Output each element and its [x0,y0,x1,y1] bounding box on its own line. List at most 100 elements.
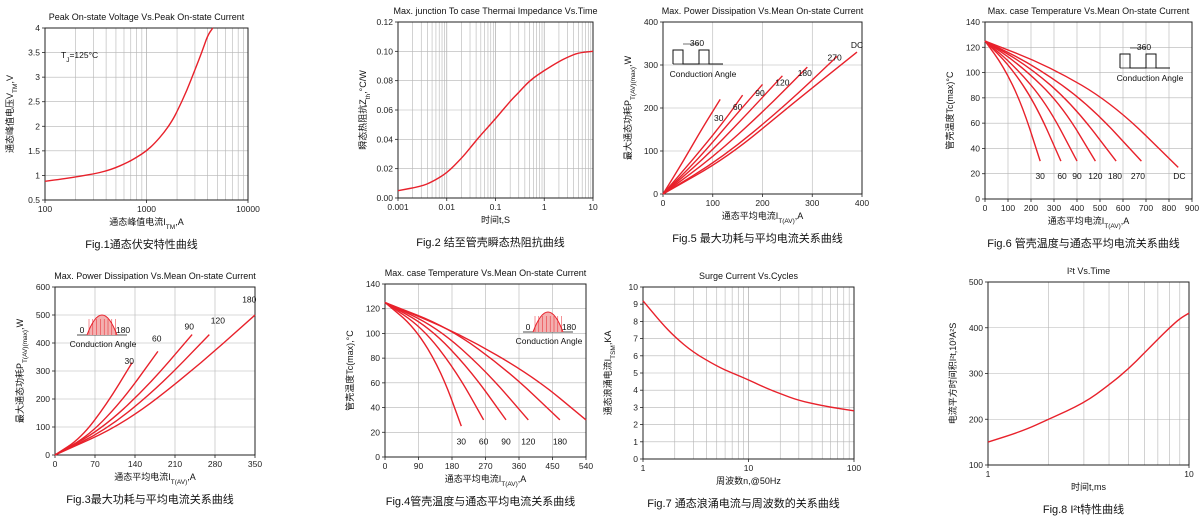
chart-title: Peak On-state Voltage Vs.Peak On-state C… [49,12,245,22]
y-tick-label: 300 [969,369,983,379]
x-tick-label: 500 [1093,203,1107,213]
y-tick-label: 20 [971,169,981,179]
series-group: 30 60 90 120 180 270 DC [984,40,1185,181]
y-tick-label: 100 [36,422,50,432]
x-tick-label: 70 [90,459,100,469]
conduction-angle-inset: 0 180 Conduction Angle [516,311,583,346]
x-tick-label: 270 [478,461,492,471]
angle-360-label: 360 [690,38,704,48]
x-tick-label: 540 [579,461,593,471]
figure-caption: Fig.4管壳温度与通态平均电流关系曲线 [386,494,575,508]
x-tick-label: 0 [53,459,58,469]
series-line-120 [984,40,1096,162]
y-tick-label: 120 [966,42,980,52]
y-tick-label: 400 [644,17,658,27]
x-tick-label: 100 [1001,203,1015,213]
series-line-60 [984,40,1062,162]
series-line-DC [984,40,1179,168]
y-tick-label: 40 [371,403,381,413]
y-tick-label: 6 [633,351,638,361]
x-tick-label: 0.001 [387,202,409,212]
angle-180-label: 180 [562,322,576,332]
y-tick-label: 0.08 [376,76,393,86]
series-label-120: 120 [521,437,535,447]
y-tick-label: 3.5 [28,48,40,58]
x-tick-label: 200 [1024,203,1038,213]
chart-title: Max. case Temperature Vs.Mean On-state C… [385,268,587,278]
y-axis-label: 电流平方时间积I²t,10³A²S [947,323,958,425]
angle-0-label: 0 [80,325,85,335]
x-tick-label: 10000 [236,204,260,214]
gridlines [663,22,862,194]
series-label-60: 60 [152,334,162,344]
x-tick-label: 10 [588,202,598,212]
x-axis-label: 通态平均电流IT(AV),A [445,473,527,488]
chart-fig6: 0 100 200 300 400 500 600 700 800 900 0 20 40 60 80 100… [944,6,1199,250]
series-label-270: 270 [1131,171,1145,181]
y-tick-label: 100 [644,146,658,156]
y-tick-label: 0.5 [28,195,40,205]
gridlines [385,284,586,457]
series-line-180 [662,66,808,195]
y-tick-label: 1.5 [28,146,40,156]
y-tick-label: 9 [633,299,638,309]
series-label-180: 180 [1108,171,1122,181]
x-tick-label: 300 [1047,203,1061,213]
y-tick-label: 0.06 [376,105,393,115]
x-tick-label: 180 [445,461,459,471]
gridlines [45,28,248,200]
conduction-angle-label: Conduction Angle [70,339,137,349]
series-group [44,27,214,182]
y-tick-label: 7 [633,334,638,344]
series-label-30: 30 [457,437,467,447]
y-tick-label: 100 [966,68,980,78]
y-tick-label: 0.00 [376,193,393,203]
series-label-60: 60 [479,437,489,447]
chart-fig5: 0 100 200 300 400 0 100 200 300 400 Max. Power Dis… [622,6,869,245]
x-tick-label: 10 [744,463,754,473]
series-label-90: 90 [755,88,765,98]
angle-180-label: 180 [116,325,130,335]
series-label-60: 60 [733,102,743,112]
x-tick-label: 0 [983,203,988,213]
plot-frame [984,21,1193,200]
x-tick-label: 280 [208,459,222,469]
y-axis-label: 瞬态热阻抗Zth,°C/W [357,70,372,150]
conduction-angle-inset: 0 180 Conduction Angle [70,314,137,349]
y-axis-label: 最大通态功耗PT(AV)(max),W [622,55,637,160]
series-label-30: 30 [125,356,135,366]
y-tick-label: 80 [971,93,981,103]
x-tick-label: 200 [755,198,769,208]
chart-fig4: 0 90 180 270 360 450 540 0 20 40 60 80 100 120 140 Max.… [344,268,593,508]
y-tick-label: 60 [971,118,981,128]
series-label-90: 90 [185,322,195,332]
y-axis-label: 最大通态功耗PT(AV)(max),W [14,318,29,423]
y-tick-label: 0.02 [376,164,393,174]
y-tick-label: 0.12 [376,17,393,27]
figure-caption: Fig.5 最大功耗与平均电流关系曲线 [672,231,843,245]
series-label-90: 90 [501,437,511,447]
y-tick-label: 100 [969,460,983,470]
y-tick-label: 3 [633,402,638,412]
y-tick-label: 0.04 [376,134,393,144]
chart-title: Max. Power Dissipation Vs.Mean On-state … [662,6,864,16]
x-tick-label: 90 [414,461,424,471]
figure-caption: Fig.7 通态浪涌电流与周波数的关系曲线 [647,496,840,510]
y-axis-label: 通态峰值电压VTM,V [4,75,19,153]
series-label-DC: DC [851,40,863,50]
series-label-270: 270 [828,53,842,63]
chart-title: Max. junction To case Thermai Impedance … [394,6,598,16]
series-label-120: 120 [1088,171,1102,181]
y-tick-label: 200 [36,394,50,404]
series-line-270 [984,40,1142,162]
series-label-180: 180 [242,294,256,304]
series-group: 30 60 90 120 180 270 DC [662,40,863,195]
x-tick-label: 900 [1185,203,1199,213]
series-line-30 [662,99,721,195]
x-tick-label: 100 [847,463,861,473]
series-label-180: 180 [553,437,567,447]
y-tick-label: 300 [36,366,50,376]
x-axis-label: 通态平均电流IT(AV),A [722,210,804,225]
